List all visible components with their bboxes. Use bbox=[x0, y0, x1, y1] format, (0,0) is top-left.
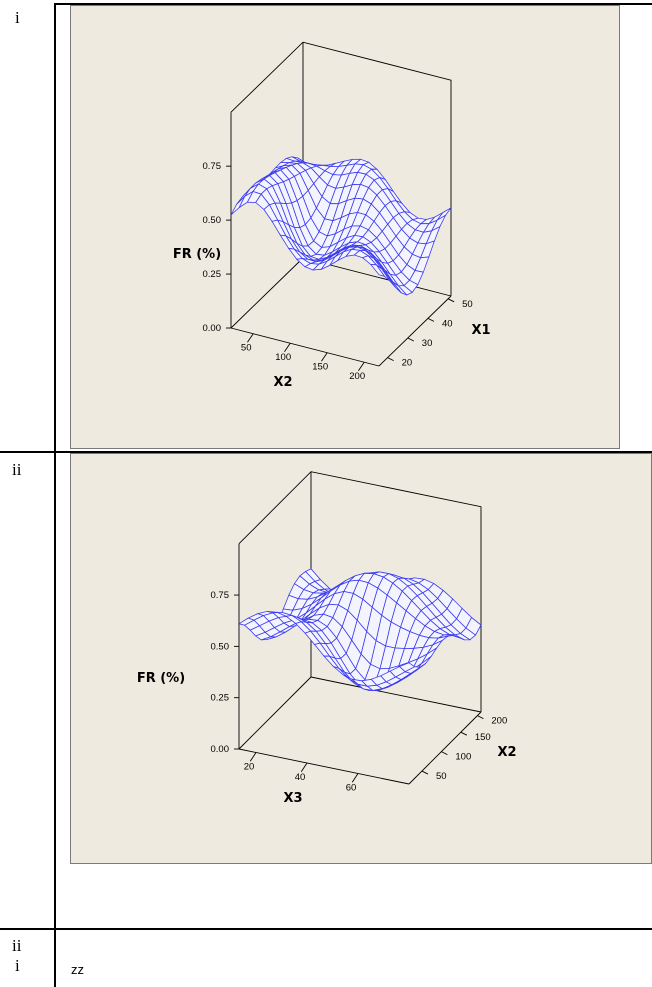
footer-text: zz bbox=[71, 962, 84, 977]
y-axis-line bbox=[408, 711, 482, 785]
z-tick-label: 0.00 bbox=[203, 323, 222, 334]
x-tick-mark bbox=[284, 342, 291, 353]
x-tick-label: 200 bbox=[349, 371, 365, 382]
y-tick-mark bbox=[387, 357, 394, 362]
y-tick-label: 50 bbox=[462, 299, 473, 310]
y-axis-title: X1 bbox=[471, 323, 490, 338]
x-tick-label: 40 bbox=[295, 772, 306, 783]
x-tick-label: 60 bbox=[346, 783, 357, 794]
y-tick-label: 200 bbox=[491, 716, 507, 727]
box-edge-left-floor bbox=[230, 257, 304, 329]
x-tick-label: 50 bbox=[241, 343, 252, 354]
surface-mesh bbox=[230, 156, 452, 296]
surface-mesh bbox=[237, 568, 482, 692]
x-tick-label: 150 bbox=[312, 362, 328, 373]
box-edge-back-floor bbox=[310, 676, 482, 713]
x-tick-mark bbox=[321, 352, 328, 362]
y-tick-mark bbox=[427, 317, 435, 322]
row-label-2: ii bbox=[12, 460, 22, 479]
y-tick-mark bbox=[421, 770, 429, 775]
z-tick-label: 0.75 bbox=[203, 161, 222, 172]
chart-panel-2: 0.00 0.25 0.50 0.75 20 40 60 50 100 150 200 FR (%) X… bbox=[70, 453, 652, 864]
surface-chart-1: 0.00 0.25 0.50 0.75 50 100 150 200 20 30 40 50 FR (%… bbox=[173, 41, 491, 390]
table-left-border bbox=[54, 3, 56, 987]
y-tick-label: 20 bbox=[402, 358, 413, 369]
z-tick-label: 0.25 bbox=[211, 693, 230, 704]
x-axis-line bbox=[230, 327, 380, 367]
z-tick-label: 0.50 bbox=[203, 215, 222, 226]
row-label-3-line2: i bbox=[15, 956, 20, 975]
row-label-1: i bbox=[15, 8, 20, 27]
x-tick-mark bbox=[358, 361, 365, 372]
z-tick-label: 0.00 bbox=[211, 744, 230, 755]
x-axis-line bbox=[238, 748, 410, 785]
y-tick-mark bbox=[447, 298, 455, 303]
z-tick-label: 0.50 bbox=[211, 641, 230, 652]
y-tick-mark bbox=[407, 337, 415, 342]
y-tick-label: 100 bbox=[455, 752, 471, 763]
box-edge-left-floor bbox=[238, 676, 312, 750]
z-tick-label: 0.25 bbox=[203, 269, 222, 280]
x-tick-mark bbox=[351, 773, 359, 783]
x-axis-title: X3 bbox=[283, 791, 302, 806]
y-tick-label: 40 bbox=[442, 318, 453, 329]
x-tick-mark bbox=[300, 762, 308, 773]
y-axis-line bbox=[378, 295, 452, 367]
surface-cell bbox=[369, 264, 386, 278]
box-edge-top bbox=[238, 471, 482, 712]
x-tick-mark bbox=[247, 333, 254, 343]
y-tick-mark bbox=[441, 751, 448, 756]
y-axis-title: X2 bbox=[497, 745, 516, 760]
surface-cell bbox=[398, 662, 416, 673]
chart-panel-1: 0.00 0.25 0.50 0.75 50 100 150 200 20 30 40 50 FR (%… bbox=[70, 5, 620, 449]
x-tick-label: 20 bbox=[244, 762, 255, 773]
y-tick-mark bbox=[477, 715, 484, 720]
y-tick-label: 50 bbox=[436, 771, 447, 782]
table-border-top bbox=[55, 3, 652, 5]
y-tick-label: 30 bbox=[422, 338, 433, 349]
z-axis-title: FR (%) bbox=[173, 247, 221, 262]
y-tick-mark bbox=[460, 731, 468, 736]
z-tick-label: 0.75 bbox=[211, 590, 230, 601]
row-divider-2 bbox=[0, 928, 652, 930]
box-edge-top bbox=[230, 41, 452, 296]
x-axis-title: X2 bbox=[273, 375, 292, 390]
x-tick-mark bbox=[249, 752, 257, 762]
y-tick-label: 150 bbox=[475, 732, 491, 743]
x-tick-label: 100 bbox=[275, 352, 291, 363]
row-divider-1 bbox=[0, 451, 652, 453]
z-axis-title: FR (%) bbox=[137, 671, 185, 686]
row-label-3-line1: ii bbox=[12, 936, 22, 955]
